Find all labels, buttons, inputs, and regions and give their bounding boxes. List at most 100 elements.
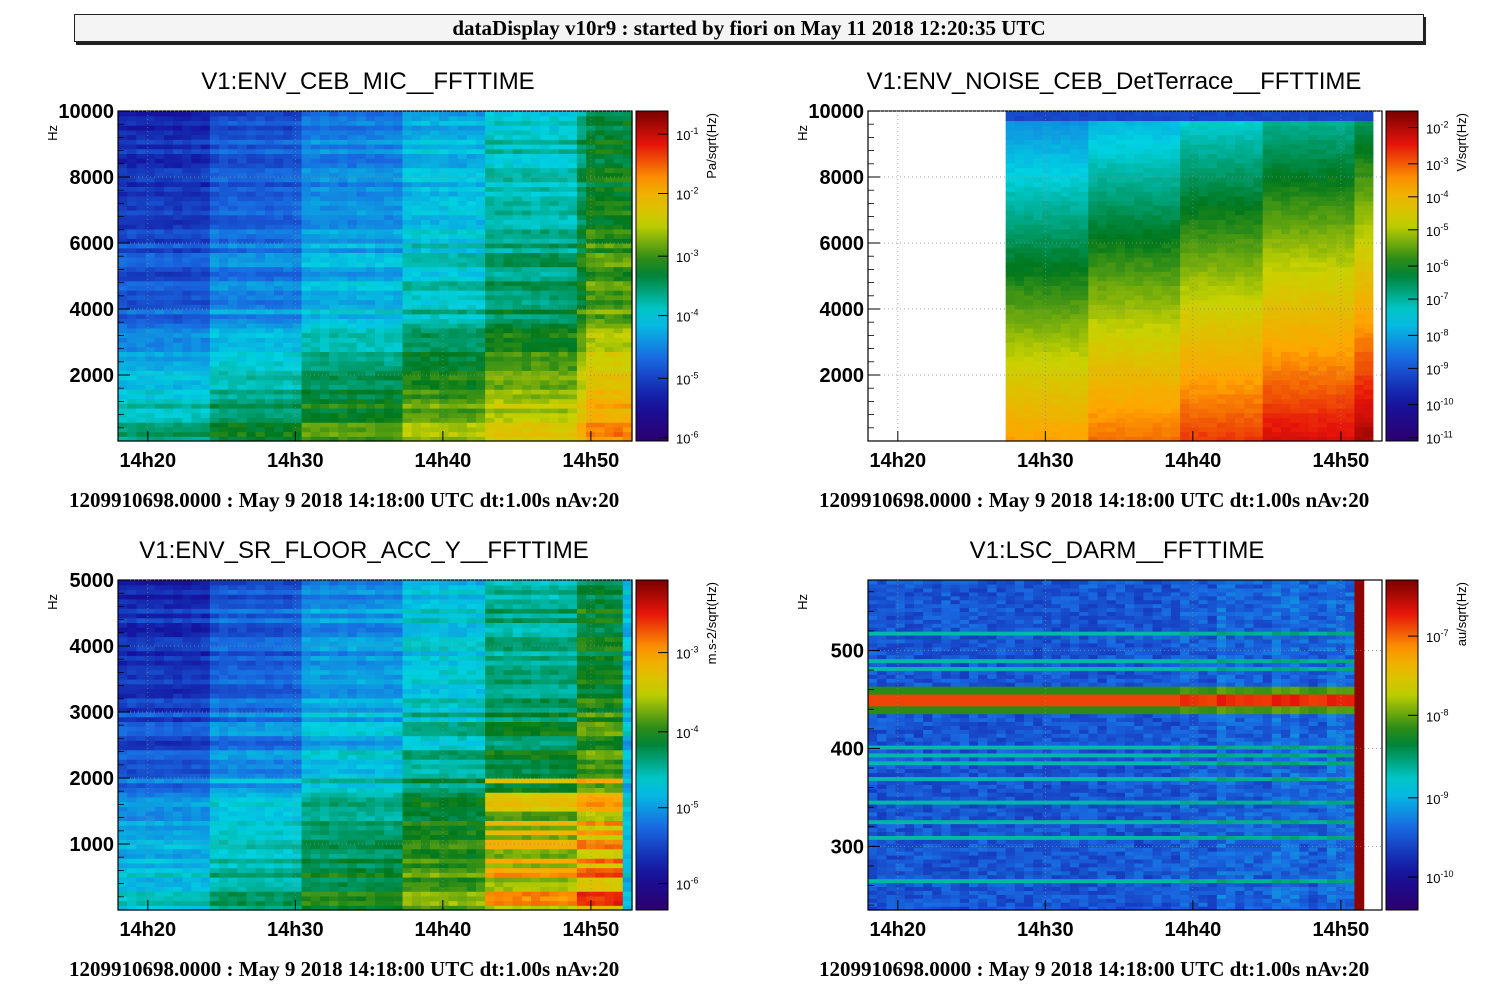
spectrogram-cell [531,153,541,159]
spectrogram-cell [466,280,477,287]
spectrogram-cell [411,271,422,277]
spectrogram-cell [310,370,321,376]
spectrogram-cell [1014,162,1025,169]
spectrogram-cell [365,214,376,221]
spectrogram-cell [604,247,615,254]
spectrogram-cell [457,379,468,386]
spectrogram-cell [402,422,413,428]
spectrogram-cell [329,177,339,183]
spectrogram-cell [521,177,532,183]
spectrogram-cell [228,120,238,126]
spectrogram-cell [255,285,266,291]
spectrogram-noise[interactable]: 14h20 14h30 14h40 14h5020004000600080001000… [750,96,1499,472]
spectrogram-cell [182,370,193,376]
spectrogram-cell [1024,191,1034,197]
spectrogram-cell [182,210,193,216]
spectrogram-cell [127,417,137,423]
spectrogram-cell [485,280,495,287]
spectrogram-cell [1005,167,1016,173]
spectrogram-cell [576,313,587,320]
spectrogram-cell [1014,200,1025,206]
spectrogram-cell [365,323,376,329]
spectrogram-cell [402,200,413,206]
spectrogram-cell [1097,365,1108,371]
spectrogram-mic[interactable]: 14h20 14h30 14h40 14h5020004000600080001000… [0,96,750,472]
spectrogram-cell [173,115,183,122]
spectrogram-cell [319,243,330,249]
spectrogram-cell [209,375,220,381]
spectrogram-cell [420,162,431,169]
spectrogram-cell [595,384,606,390]
spectrogram-cell [1051,370,1062,376]
spectrogram-cell [255,276,266,282]
spectrogram-cell [319,252,330,258]
spectrogram-cell [1024,431,1034,437]
spectrogram-cell [604,261,615,268]
spectrogram-cell [264,285,275,291]
spectrogram-cell [448,144,459,150]
spectrogram-cell [218,134,229,140]
spectrogram-cell [430,233,440,239]
spectrogram-cell [595,313,606,320]
spectrogram-cell [283,398,293,404]
spectrogram-cell [246,412,257,419]
spectrogram-cell [457,280,468,287]
spectrogram-cell [576,200,587,206]
spectrogram-cell [1069,422,1080,428]
spectrogram-cell [200,233,211,239]
spectrogram-cell [402,365,413,371]
spectrogram-cell [218,172,229,178]
spectrogram-cell [136,261,147,268]
spectrogram-cell [218,304,229,310]
spectrogram-cell [246,356,257,362]
spectrogram-cell [356,186,367,192]
spectrogram-cell [310,271,321,277]
spectrogram-cell [1134,417,1144,423]
spectrogram-cell [595,210,606,216]
spectrogram-cell [310,313,321,320]
spectrogram-cell [549,243,560,249]
spectrogram-cell [1005,219,1016,225]
spectrogram-cell [402,332,413,338]
spectrogram-cell [622,365,633,371]
spectrogram-cell [310,120,321,126]
spectrogram-cell [264,115,275,122]
spectrogram-cell [264,120,275,126]
spectrogram-cell [191,191,202,197]
spectrogram-cell [319,285,330,291]
spectrogram-cell [604,148,615,155]
spectrogram-cell [567,417,578,423]
spectrogram-cell [622,167,633,173]
spectrogram-cell [237,115,248,122]
spectrogram-cell [540,384,550,390]
spectrogram-cell [200,252,211,258]
spectrogram-cell [558,436,569,442]
spectrogram-cell [1125,177,1135,183]
spectrogram-cell [1051,327,1062,334]
spectrogram-cell [292,125,303,131]
spectrogram-cell [393,233,404,239]
spectrogram-cell [1042,290,1053,296]
spectrogram-cell [255,379,266,386]
spectrogram-cell [604,186,615,192]
spectrogram-cell [1042,186,1053,192]
spectrogram-cell [420,403,431,409]
spectrogram-cell [375,346,385,353]
spectrogram-cell [274,412,284,419]
spectrogram-cell [1115,195,1126,202]
colorbar-label: Pa/sqrt(Hz) [704,113,719,179]
spectrogram-cell [301,436,312,442]
spectrogram-cell [200,266,211,272]
spectrogram-cell [503,290,514,296]
spectrogram-cell [163,261,174,268]
spectrogram-cell [531,285,541,291]
spectrogram-cell [154,346,165,353]
spectrogram-cell [283,426,293,433]
spectrogram-cell [356,417,367,423]
spectrogram-cell [503,148,514,155]
spectrogram-cell [163,271,174,277]
spectrogram-cell [485,304,495,310]
spectrogram-cell [567,285,578,291]
spectrogram-cell [549,327,560,334]
spectrogram-cell [145,148,156,155]
